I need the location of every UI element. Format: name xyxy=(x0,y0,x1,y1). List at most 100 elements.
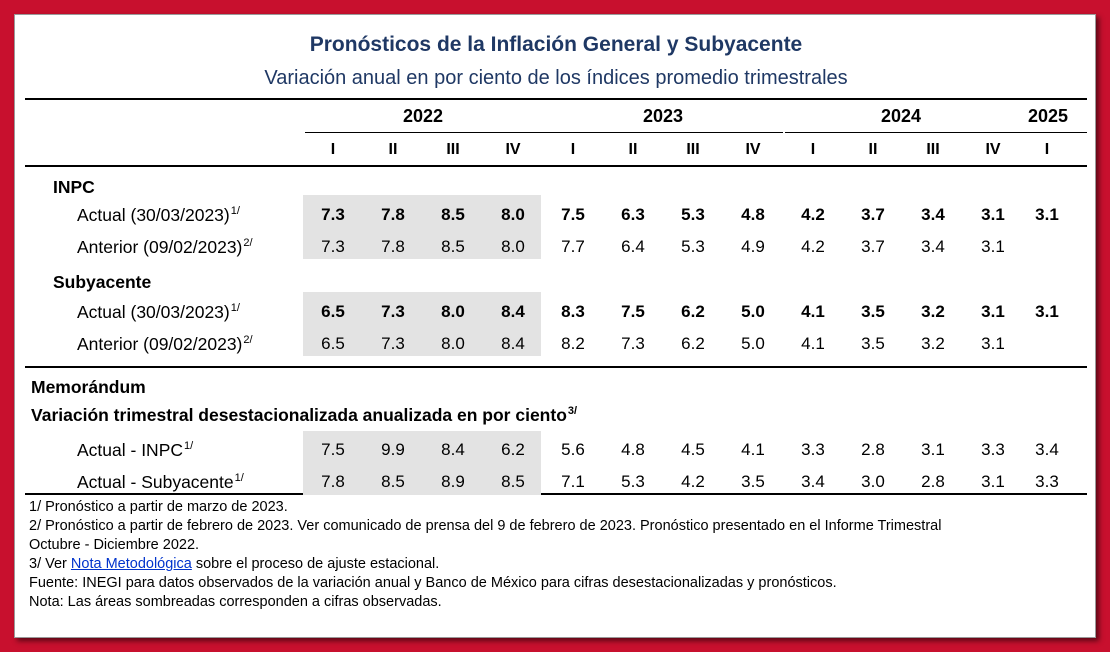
table-cell: 6.5 xyxy=(321,302,345,321)
table-cell: 3.4 xyxy=(1035,440,1059,459)
table-cell: 3.4 xyxy=(921,205,945,224)
table-cell: 7.5 xyxy=(321,440,345,459)
table-cell: 4.2 xyxy=(681,472,705,491)
table-cell: 3.3 xyxy=(1035,472,1059,491)
table-cell: 3.1 xyxy=(1035,205,1059,224)
table-cell: 9.9 xyxy=(381,440,405,459)
table-cell: 4.1 xyxy=(801,334,825,353)
row-label: Actual (30/03/2023)1/ xyxy=(77,302,240,322)
table-cell: 7.5 xyxy=(561,205,585,224)
table-cell: 3.4 xyxy=(801,472,825,491)
note-fuente: Fuente: INEGI para datos observados de l… xyxy=(29,575,837,591)
quarter-header: I xyxy=(810,141,816,158)
table-cell: 5.0 xyxy=(741,334,765,353)
table-cell: 7.3 xyxy=(381,302,405,321)
rule-years-b xyxy=(785,132,1087,133)
table-cell: 3.7 xyxy=(861,237,885,256)
table-cell: 8.0 xyxy=(441,334,465,353)
quarter-header: II xyxy=(628,141,638,158)
year-2022: 2022 xyxy=(402,106,444,126)
table-cell: 3.1 xyxy=(1035,302,1059,321)
note-1: 1/ Pronóstico a partir de marzo de 2023. xyxy=(29,499,288,515)
table-cell: 5.3 xyxy=(621,472,645,491)
table-cell: 4.2 xyxy=(801,237,825,256)
section-memo: Memorándum xyxy=(31,377,146,397)
note-2b: Octubre - Diciembre 2022. xyxy=(29,537,200,553)
table-cell: 2.8 xyxy=(861,440,885,459)
section-inpc: INPC xyxy=(53,177,95,197)
rule-header xyxy=(25,165,1087,167)
row-label: Actual - INPC1/ xyxy=(77,440,194,460)
footnotes: 1/ Pronóstico a partir de marzo de 2023.… xyxy=(29,498,1089,612)
quarter-header: II xyxy=(388,141,398,158)
table-cell: 7.8 xyxy=(381,205,405,224)
table-cell: 3.1 xyxy=(921,440,945,459)
quarter-header: IV xyxy=(505,141,521,158)
year-2023: 2023 xyxy=(642,106,684,126)
table-cell: 8.5 xyxy=(441,205,465,224)
table-cell: 5.0 xyxy=(741,302,765,321)
table-cell: 6.2 xyxy=(681,334,705,353)
table-cell: 3.3 xyxy=(981,440,1005,459)
row-label: Actual (30/03/2023)1/ xyxy=(77,205,240,225)
quarter-header: III xyxy=(446,141,460,158)
table-cell: 6.5 xyxy=(321,334,345,353)
row-label: Anterior (09/02/2023)2/ xyxy=(77,334,253,354)
table-cell: 4.1 xyxy=(741,440,765,459)
table-cell: 3.2 xyxy=(921,334,945,353)
note-2a: 2/ Pronóstico a partir de febrero de 202… xyxy=(29,518,942,534)
table-cell: 8.4 xyxy=(501,302,525,321)
table-cell: 7.7 xyxy=(561,237,585,256)
table-cell: 8.0 xyxy=(501,205,525,224)
table-cell: 7.8 xyxy=(321,472,345,491)
table-cell: 8.0 xyxy=(441,302,465,321)
section-subyacente: Subyacente xyxy=(53,272,152,292)
quarter-header: I xyxy=(1044,141,1050,158)
table-cell: 8.5 xyxy=(381,472,405,491)
quarter-header: IV xyxy=(745,141,761,158)
table-cell: 4.8 xyxy=(741,205,765,224)
table-cell: 3.4 xyxy=(921,237,945,256)
rule-top xyxy=(25,98,1087,100)
table-cell: 6.2 xyxy=(681,302,705,321)
page-subtitle: Variación anual en por ciento de los índ… xyxy=(264,67,848,89)
table-cell: 4.8 xyxy=(621,440,645,459)
table-cell: 5.6 xyxy=(561,440,585,459)
table-cell: 5.3 xyxy=(681,205,705,224)
note-nota: Nota: Las áreas sombreadas corresponden … xyxy=(29,594,442,610)
table-cell: 8.4 xyxy=(501,334,525,353)
table-cell: 4.5 xyxy=(681,440,705,459)
quarter-header: I xyxy=(330,141,336,158)
table-card: Pronósticos de la Inflación General y Su… xyxy=(14,14,1096,638)
note-3: 3/ Ver Nota Metodológica sobre el proces… xyxy=(29,556,440,572)
quarter-header: III xyxy=(686,141,700,158)
table-cell: 3.1 xyxy=(981,237,1005,256)
table-cell: 3.1 xyxy=(981,334,1005,353)
table-cell: 3.5 xyxy=(741,472,765,491)
shade-inpc xyxy=(303,195,541,259)
table-cell: 7.3 xyxy=(321,205,345,224)
row-label: Actual - Subyacente1/ xyxy=(77,472,244,492)
table-cell: 4.9 xyxy=(741,237,765,256)
table-cell: 7.1 xyxy=(561,472,585,491)
quarter-header: II xyxy=(868,141,878,158)
table-cell: 3.5 xyxy=(861,334,885,353)
table-cell: 4.2 xyxy=(801,205,825,224)
table-cell: 3.2 xyxy=(921,302,945,321)
table-cell: 3.5 xyxy=(861,302,885,321)
table-cell: 8.3 xyxy=(561,302,585,321)
page-title: Pronósticos de la Inflación General y Su… xyxy=(309,33,803,56)
nota-metodologica-link[interactable]: Nota Metodológica xyxy=(70,556,192,572)
year-2025: 2025 xyxy=(1027,106,1069,126)
table-cell: 6.3 xyxy=(621,205,645,224)
table-cell: 8.4 xyxy=(441,440,465,459)
table-cell: 8.9 xyxy=(441,472,465,491)
table-cell: 6.4 xyxy=(621,237,645,256)
year-2024: 2024 xyxy=(880,106,922,126)
table-cell: 5.3 xyxy=(681,237,705,256)
shade-subyacente xyxy=(303,292,541,356)
table-cell: 8.5 xyxy=(441,237,465,256)
shade-memo xyxy=(303,431,541,495)
row-label: Anterior (09/02/2023)2/ xyxy=(77,237,253,257)
table-cell: 4.1 xyxy=(801,302,825,321)
